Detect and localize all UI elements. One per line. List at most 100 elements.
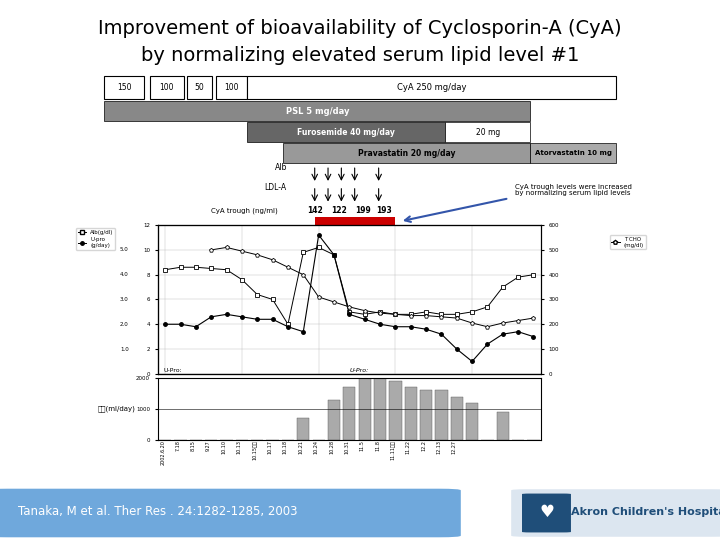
FancyBboxPatch shape [511,489,720,537]
Text: 1+: 1+ [407,384,414,389]
Text: 10.10: 10.10 [222,440,227,454]
FancyBboxPatch shape [150,76,184,99]
Legend: Alb(g/dl), U-pro
(g/day): Alb(g/dl), U-pro (g/day) [76,228,115,250]
Bar [497,412,509,440]
Text: 尿量(ml/day): 尿量(ml/day) [97,406,135,412]
Text: 3.0: 3.0 [120,297,129,302]
Bar [451,396,463,440]
FancyBboxPatch shape [283,143,531,163]
Text: -: - [164,384,166,389]
Text: 1+: 1+ [377,384,384,389]
Text: -: - [195,384,197,389]
Text: -: - [395,384,396,389]
Text: CyA trough (ng/ml): CyA trough (ng/ml) [211,207,278,214]
Text: 10.18: 10.18 [283,440,288,454]
Text: 4+: 4+ [238,384,246,389]
Legend: T CHO
(mg/dl): T CHO (mg/dl) [610,235,646,249]
Text: 2002.6.20: 2002.6.20 [161,440,165,465]
Text: 10.21: 10.21 [298,440,303,454]
Text: ♥: ♥ [539,503,554,521]
Text: —: — [454,384,459,389]
FancyBboxPatch shape [247,76,616,99]
FancyBboxPatch shape [216,76,247,99]
Bar [359,378,371,440]
FancyBboxPatch shape [522,494,571,532]
Text: 11.22: 11.22 [406,440,410,454]
Text: 142: 142 [307,206,323,215]
Bar [420,390,432,440]
Bar [297,418,310,440]
Text: 20 mg: 20 mg [476,127,500,137]
FancyBboxPatch shape [531,143,616,163]
Text: Alb: Alb [275,163,287,172]
Bar [436,390,448,440]
Text: 12.2: 12.2 [421,440,426,451]
Text: 3+: 3+ [330,384,338,389]
Text: 10.31: 10.31 [344,440,349,454]
Text: by normalizing serum lipid levels: by normalizing serum lipid levels [515,190,630,196]
Text: U-Pro:: U-Pro: [349,368,369,373]
Text: 11.5: 11.5 [360,440,365,451]
Text: 4.0: 4.0 [120,272,129,277]
Text: -: - [180,384,181,389]
Text: 12.13: 12.13 [436,440,441,454]
Bar [328,400,340,440]
Text: 10.28: 10.28 [329,440,334,454]
FancyBboxPatch shape [0,489,461,537]
FancyBboxPatch shape [315,217,395,226]
Text: 2+: 2+ [423,384,430,389]
Text: Pravastatin 20 mg/day: Pravastatin 20 mg/day [358,148,456,158]
Text: 3+: 3+ [253,384,261,389]
Text: 122: 122 [330,206,346,215]
Text: Improvement of bioavailability of Cyclosporin-A (CyA): Improvement of bioavailability of Cyclos… [98,19,622,38]
Text: PSL 5 mg/day: PSL 5 mg/day [286,106,349,116]
Bar [405,387,417,440]
Text: Tanaka, M et al. Ther Res . 24:1282-1285, 2003: Tanaka, M et al. Ther Res . 24:1282-1285… [18,505,297,518]
Text: Furosemide 40 mg/day: Furosemide 40 mg/day [297,127,395,137]
Text: 1.0: 1.0 [120,347,129,352]
Text: 100: 100 [225,83,239,92]
FancyBboxPatch shape [445,122,531,142]
Text: 100: 100 [160,83,174,92]
Text: Akron Children's Hospital: Akron Children's Hospital [571,507,720,517]
Text: 10.13: 10.13 [237,440,242,454]
Text: 150: 150 [117,83,132,92]
Text: 11.11退院: 11.11退院 [390,440,395,460]
Text: 50: 50 [194,83,204,92]
Text: 2.0: 2.0 [120,322,129,327]
FancyBboxPatch shape [104,101,531,121]
Bar [343,387,356,440]
Text: 5.0: 5.0 [120,247,129,252]
Text: 3+: 3+ [300,384,307,389]
Text: 193: 193 [376,206,392,215]
Bar [390,381,402,440]
Bar [374,378,386,440]
Text: 10.17: 10.17 [268,440,273,454]
Text: 11.8: 11.8 [375,440,380,451]
Text: 8.15: 8.15 [191,440,196,451]
Text: by normalizing elevated serum lipid level #1: by normalizing elevated serum lipid leve… [141,46,579,65]
FancyBboxPatch shape [104,76,144,99]
Text: LDL-A: LDL-A [264,184,287,192]
FancyBboxPatch shape [186,76,212,99]
Text: 3+: 3+ [284,384,292,389]
Text: 10.24: 10.24 [314,440,319,454]
FancyBboxPatch shape [247,122,445,142]
Text: U-Pro:: U-Pro: [163,368,182,373]
Text: 7.18: 7.18 [176,440,181,451]
Text: CyA trough levels were increased: CyA trough levels were increased [515,184,631,190]
Text: Atorvastatin 10 mg: Atorvastatin 10 mg [535,150,611,156]
Text: 199: 199 [355,206,371,215]
Text: -: - [441,384,442,389]
Text: 9.27: 9.27 [206,440,211,451]
Text: 3+: 3+ [315,384,323,389]
Text: 3+: 3+ [269,384,276,389]
Text: CyA 250 mg/day: CyA 250 mg/day [397,83,466,92]
Bar [466,403,478,440]
Text: 3+: 3+ [346,384,353,389]
Text: 4+: 4+ [223,384,230,389]
Text: 10.15入院: 10.15入院 [252,440,257,460]
Text: 12.27: 12.27 [451,440,456,454]
Text: -: - [210,384,212,389]
Text: 3+: 3+ [361,384,369,389]
